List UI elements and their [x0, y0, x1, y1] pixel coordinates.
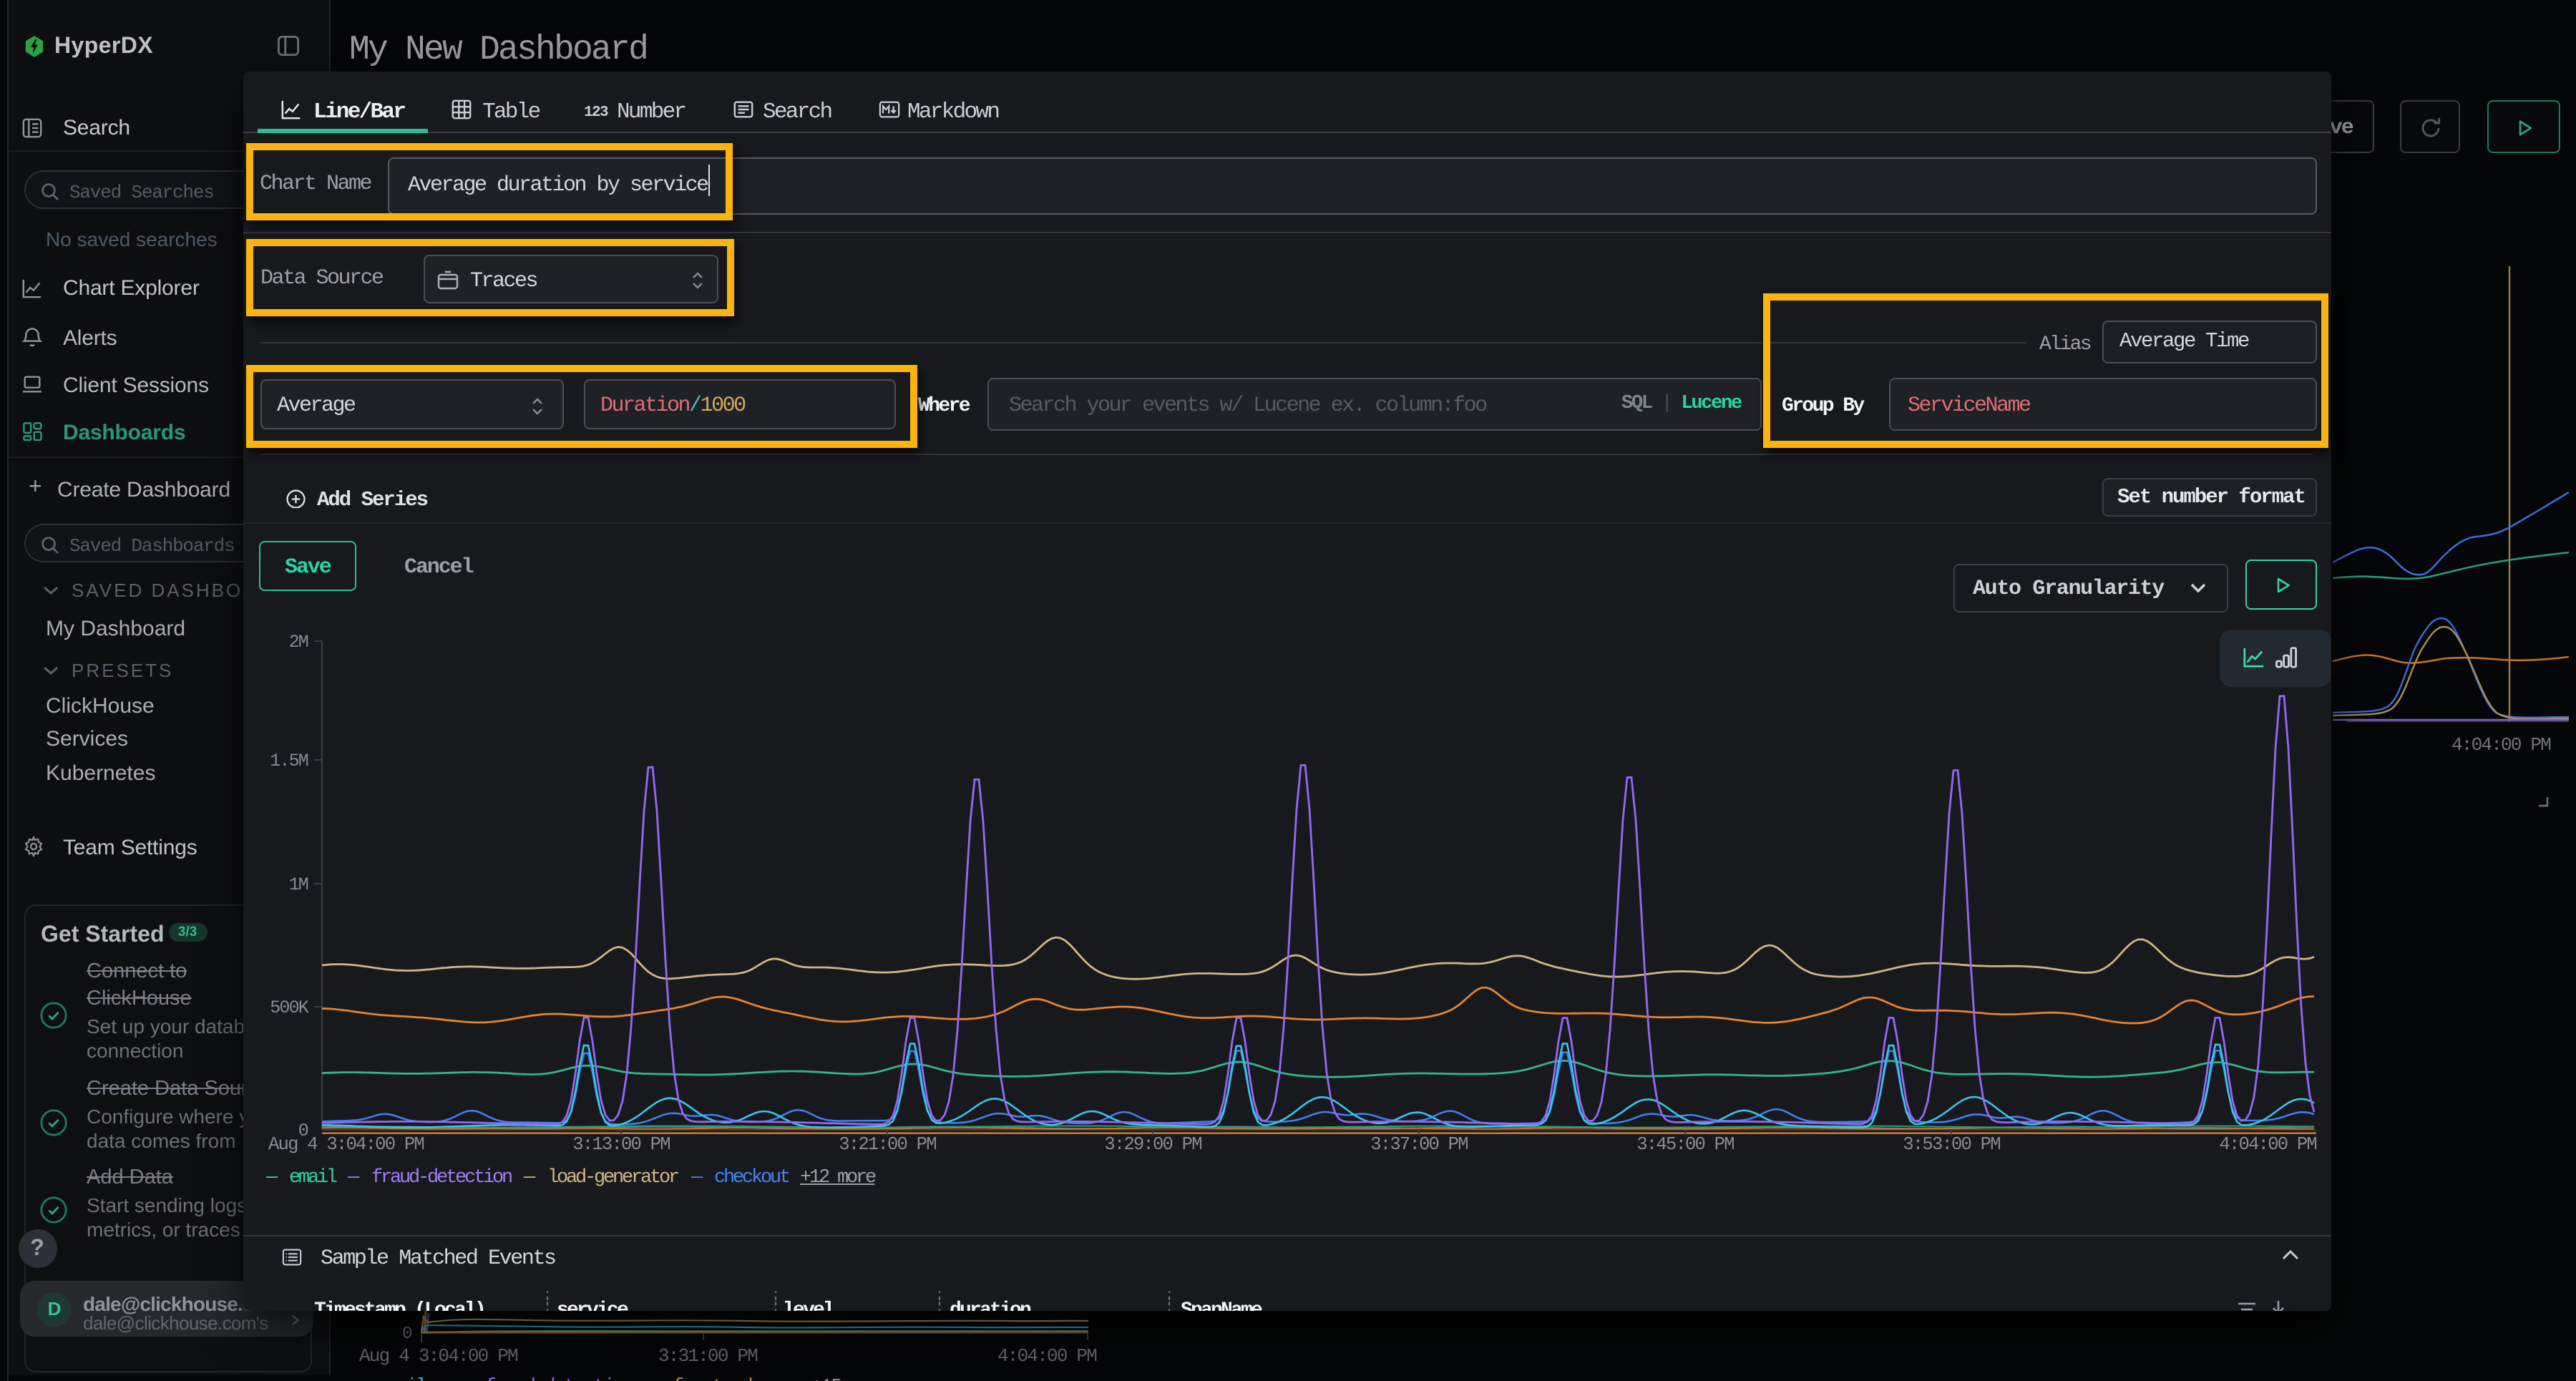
svg-text:Aug 4 3:04:00 PM: Aug 4 3:04:00 PM — [268, 1134, 424, 1155]
svg-text:3:45:00 PM: 3:45:00 PM — [1636, 1134, 1734, 1155]
svg-text:3:37:00 PM: 3:37:00 PM — [1370, 1134, 1468, 1155]
svg-text:500K: 500K — [270, 997, 309, 1018]
svg-text:1M: 1M — [289, 874, 308, 895]
svg-text:3:29:00 PM: 3:29:00 PM — [1104, 1134, 1201, 1155]
svg-text:2M: 2M — [289, 632, 308, 653]
svg-text:0: 0 — [298, 1121, 308, 1141]
svg-text:1.5M: 1.5M — [270, 751, 308, 771]
svg-text:4:04:00 PM: 4:04:00 PM — [2219, 1134, 2316, 1155]
svg-text:3:21:00 PM: 3:21:00 PM — [839, 1134, 936, 1155]
svg-text:3:13:00 PM: 3:13:00 PM — [572, 1134, 670, 1155]
svg-text:3:53:00 PM: 3:53:00 PM — [1903, 1134, 2000, 1155]
